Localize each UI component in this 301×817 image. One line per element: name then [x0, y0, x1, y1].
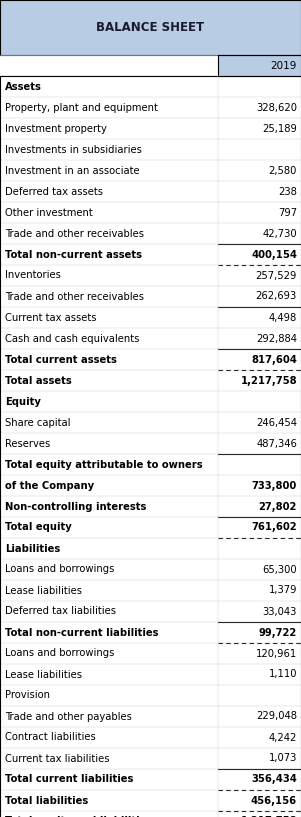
Text: BALANCE SHEET: BALANCE SHEET	[96, 21, 205, 34]
Text: 4,498: 4,498	[269, 312, 297, 323]
Text: 229,048: 229,048	[256, 712, 297, 721]
Text: Provision: Provision	[5, 690, 50, 700]
Text: Investment in an associate: Investment in an associate	[5, 166, 140, 176]
Text: 292,884: 292,884	[256, 333, 297, 343]
Text: 2,580: 2,580	[268, 166, 297, 176]
Text: Equity: Equity	[5, 396, 41, 407]
Text: Total assets: Total assets	[5, 376, 72, 386]
Text: Investment property: Investment property	[5, 123, 107, 133]
Text: Deferred tax assets: Deferred tax assets	[5, 186, 103, 197]
Text: 817,604: 817,604	[251, 355, 297, 364]
Text: Trade and other receivables: Trade and other receivables	[5, 229, 144, 239]
Text: Liabilities: Liabilities	[5, 543, 60, 553]
Text: Assets: Assets	[5, 82, 42, 92]
Text: Loans and borrowings: Loans and borrowings	[5, 649, 114, 659]
Text: 456,156: 456,156	[251, 796, 297, 806]
Text: Total liabilities: Total liabilities	[5, 796, 88, 806]
Text: Inventories: Inventories	[5, 270, 61, 280]
Text: 42,730: 42,730	[262, 229, 297, 239]
Text: 761,602: 761,602	[251, 523, 297, 533]
Text: 246,454: 246,454	[256, 417, 297, 427]
Text: 4,242: 4,242	[268, 733, 297, 743]
Text: Trade and other receivables: Trade and other receivables	[5, 292, 144, 301]
Text: 1,073: 1,073	[268, 753, 297, 764]
Text: Total current assets: Total current assets	[5, 355, 117, 364]
Text: Trade and other payables: Trade and other payables	[5, 712, 132, 721]
Text: 400,154: 400,154	[251, 249, 297, 260]
Text: 2019: 2019	[271, 60, 297, 70]
Text: Lease liabilities: Lease liabilities	[5, 669, 82, 680]
Bar	[0, 0, 301, 55]
Text: 1,110: 1,110	[268, 669, 297, 680]
Text: 797: 797	[278, 208, 297, 217]
Text: Loans and borrowings: Loans and borrowings	[5, 565, 114, 574]
Text: 99,722: 99,722	[259, 627, 297, 637]
Text: Deferred tax liabilities: Deferred tax liabilities	[5, 606, 116, 617]
Text: Non-controlling interests: Non-controlling interests	[5, 502, 146, 511]
Text: Total non-current liabilities: Total non-current liabilities	[5, 627, 159, 637]
Text: Total non-current assets: Total non-current assets	[5, 249, 142, 260]
Text: Current tax assets: Current tax assets	[5, 312, 97, 323]
Text: Lease liabilities: Lease liabilities	[5, 586, 82, 596]
Text: Reserves: Reserves	[5, 439, 50, 449]
Text: 257,529: 257,529	[256, 270, 297, 280]
Text: 262,693: 262,693	[256, 292, 297, 301]
Text: 1,379: 1,379	[268, 586, 297, 596]
Text: 33,043: 33,043	[263, 606, 297, 617]
Text: Property, plant and equipment: Property, plant and equipment	[5, 102, 158, 113]
Bar	[218, 55, 301, 76]
Text: 65,300: 65,300	[262, 565, 297, 574]
Text: 238: 238	[278, 186, 297, 197]
Text: 25,189: 25,189	[262, 123, 297, 133]
Text: Total equity: Total equity	[5, 523, 72, 533]
Text: 1,217,758: 1,217,758	[240, 376, 297, 386]
Text: Other investment: Other investment	[5, 208, 93, 217]
Text: 328,620: 328,620	[256, 102, 297, 113]
Text: 356,434: 356,434	[251, 775, 297, 784]
Text: 733,800: 733,800	[252, 480, 297, 490]
Text: Current tax liabilities: Current tax liabilities	[5, 753, 110, 764]
Text: 487,346: 487,346	[256, 439, 297, 449]
Text: Total equity attributable to owners: Total equity attributable to owners	[5, 459, 203, 470]
Text: of the Company: of the Company	[5, 480, 94, 490]
Text: 120,961: 120,961	[256, 649, 297, 659]
Text: Investments in subsidiaries: Investments in subsidiaries	[5, 145, 142, 154]
Text: Total current liabilities: Total current liabilities	[5, 775, 133, 784]
Text: Cash and cash equivalents: Cash and cash equivalents	[5, 333, 139, 343]
Text: 27,802: 27,802	[259, 502, 297, 511]
Text: Contract liabilities: Contract liabilities	[5, 733, 96, 743]
Text: Share capital: Share capital	[5, 417, 70, 427]
